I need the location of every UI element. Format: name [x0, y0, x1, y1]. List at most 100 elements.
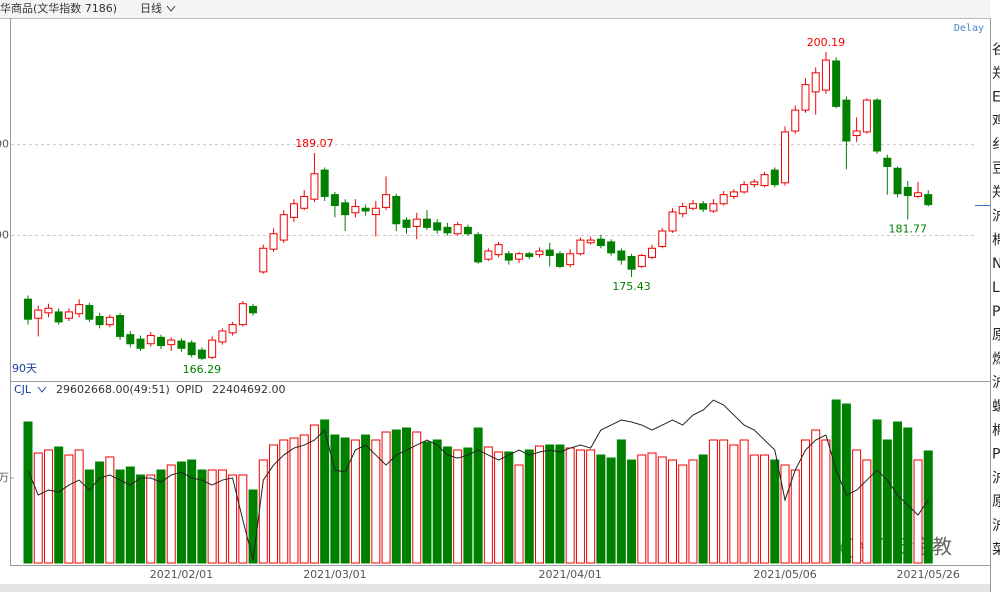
volume-bar: [33, 452, 43, 564]
candle-body: [187, 342, 196, 356]
volume-bar: [197, 469, 207, 564]
candle-body: [259, 247, 268, 273]
volume-bar: [330, 434, 340, 564]
candle-body: [627, 255, 636, 270]
candle-body: [310, 173, 319, 200]
volume-bar: [852, 449, 862, 564]
volume-bar: [811, 429, 821, 564]
candle-body: [566, 253, 575, 266]
candle-body: [238, 303, 247, 326]
scroll-strip: [0, 584, 990, 592]
volume-bar: [657, 456, 667, 564]
low-label: 175.43: [612, 280, 651, 293]
volume-bar: [115, 469, 125, 564]
volume-bar: [565, 447, 575, 564]
candle-body: [750, 181, 759, 186]
instrument-title: 华商品(文华指数 7186): [0, 1, 117, 15]
volume-bar: [780, 464, 790, 564]
candle-body: [535, 250, 544, 256]
candle-body: [903, 186, 912, 197]
volume-bar: [903, 427, 913, 564]
volume-bar: [422, 441, 432, 564]
volume-bar: [156, 469, 166, 564]
volume-bar: [719, 439, 729, 564]
high-label: 189.07: [295, 137, 334, 150]
candle-body: [760, 174, 769, 187]
candle-body: [545, 249, 554, 257]
candle-body: [126, 334, 135, 345]
side-item: 谷: [992, 42, 1000, 58]
volume-bar: [64, 454, 74, 564]
volume-bar: [637, 454, 647, 564]
volume-bar: [269, 444, 279, 564]
volume-bar: [575, 449, 585, 564]
candle-body: [924, 194, 933, 206]
candle-body: [289, 203, 298, 218]
candle-body: [95, 315, 104, 326]
period-chevron[interactable]: [166, 5, 176, 12]
candle-body: [770, 169, 779, 186]
volume-bar: [760, 454, 770, 564]
volume-bar: [483, 446, 493, 564]
volume-bar: [504, 451, 514, 564]
candle-body: [218, 330, 227, 343]
volume-bar: [309, 424, 319, 564]
volume-bar: [299, 434, 309, 564]
candle-body: [893, 167, 902, 195]
volume-bar: [146, 474, 156, 564]
side-item: 纟: [992, 137, 1000, 153]
side-item: 原: [992, 328, 1000, 344]
volume-bar: [279, 439, 289, 564]
candle-body: [44, 307, 53, 314]
volume-bar: [361, 434, 371, 564]
range-label: 90天: [12, 362, 37, 375]
volume-chevron[interactable]: [37, 386, 47, 393]
candle-body: [873, 99, 882, 152]
volume-bar: [381, 431, 391, 564]
volume-bar: [453, 449, 463, 564]
volume-bar: [95, 461, 105, 564]
volume-name[interactable]: CJL: [14, 383, 32, 396]
side-item: 豆: [992, 161, 1000, 177]
candle-body: [443, 226, 452, 234]
candle-body: [791, 109, 800, 132]
side-item: 螺: [992, 399, 1000, 415]
period-selector[interactable]: 日线: [140, 1, 162, 15]
side-item: N: [992, 256, 1000, 272]
volume-bar: [596, 454, 606, 564]
y-tick-label: 190.00: [0, 138, 9, 151]
candle-body: [596, 238, 605, 247]
candle-body: [197, 349, 206, 359]
volume-bar: [371, 439, 381, 564]
side-item: P: [992, 304, 1000, 320]
candle-body: [525, 253, 534, 257]
volume-bar: [524, 449, 534, 564]
candle-body: [136, 338, 145, 349]
candle-body: [300, 195, 309, 209]
volume-bar: [821, 439, 831, 564]
candle-body: [64, 311, 73, 319]
volume-bar: [340, 437, 350, 564]
volume-bar: [586, 449, 596, 564]
candle-body: [883, 157, 892, 167]
candle-body: [463, 226, 472, 235]
candle-body: [34, 309, 43, 319]
candle-body: [678, 205, 687, 215]
candle-body: [688, 203, 697, 209]
candle-body: [269, 233, 278, 250]
top-bar: [0, 0, 990, 18]
volume-bar: [688, 459, 698, 564]
volume-bar: [402, 427, 412, 564]
volume-bar: [606, 457, 616, 564]
candle-body: [811, 72, 820, 93]
volume-bar: [432, 439, 442, 564]
x-tick-label: 2021/05/26: [897, 568, 960, 581]
volume-bar: [248, 489, 258, 564]
volume-bar: [350, 439, 360, 564]
candle-body: [852, 130, 861, 137]
candle-body: [156, 336, 165, 347]
volume-bar: [412, 431, 422, 564]
side-item: 菜: [992, 542, 1000, 558]
volume-bar: [84, 469, 94, 564]
candle-body: [392, 195, 401, 225]
